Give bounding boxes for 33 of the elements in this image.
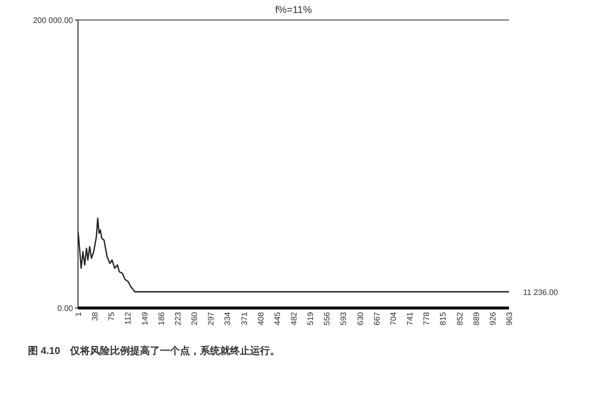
x-tick-label: 926	[488, 311, 498, 326]
x-tick-label: 963	[505, 311, 514, 326]
x-tick-label: 889	[472, 311, 481, 326]
chart-title: f%=11%	[275, 5, 312, 16]
x-tick-label: 704	[388, 311, 398, 326]
x-tick-label: 519	[306, 311, 316, 326]
x-tick-label: 297	[206, 311, 216, 326]
x-tick-label: 408	[256, 311, 266, 326]
annotation: 11 236.00	[523, 288, 559, 297]
x-tick-label: 334	[223, 311, 232, 326]
x-tick-label: 667	[372, 311, 382, 326]
x-tick-label: 445	[272, 311, 282, 326]
x-tick-label: 593	[339, 311, 348, 326]
x-tick-label: 371	[240, 311, 249, 326]
x-tick-label: 778	[422, 311, 432, 326]
line-series	[77, 218, 510, 292]
x-tick-label: 260	[190, 311, 200, 326]
x-tick-label: 815	[438, 311, 448, 326]
x-tick-label: 112	[124, 311, 133, 325]
x-tick-label: 38	[90, 311, 100, 321]
x-tick-label: 741	[406, 311, 415, 326]
caption: 图 4.10 仅将风险比例提高了一个点，系统就终止运行。	[28, 345, 280, 357]
x-tick-label: 223	[173, 311, 182, 326]
x-tick-label: 149	[140, 311, 150, 326]
x-tick-label: 630	[356, 311, 365, 326]
x-tick-label: 852	[455, 311, 464, 326]
y-tick-label: 0.00	[57, 304, 74, 313]
y-tick-label: 200 000.00	[32, 16, 74, 25]
x-tick-label: 75	[107, 311, 116, 321]
x-tick-label: 482	[290, 311, 298, 326]
x-tick-label: 1	[74, 311, 83, 316]
x-tick-label: 186	[156, 311, 166, 326]
x-tick-label: 556	[322, 311, 332, 326]
